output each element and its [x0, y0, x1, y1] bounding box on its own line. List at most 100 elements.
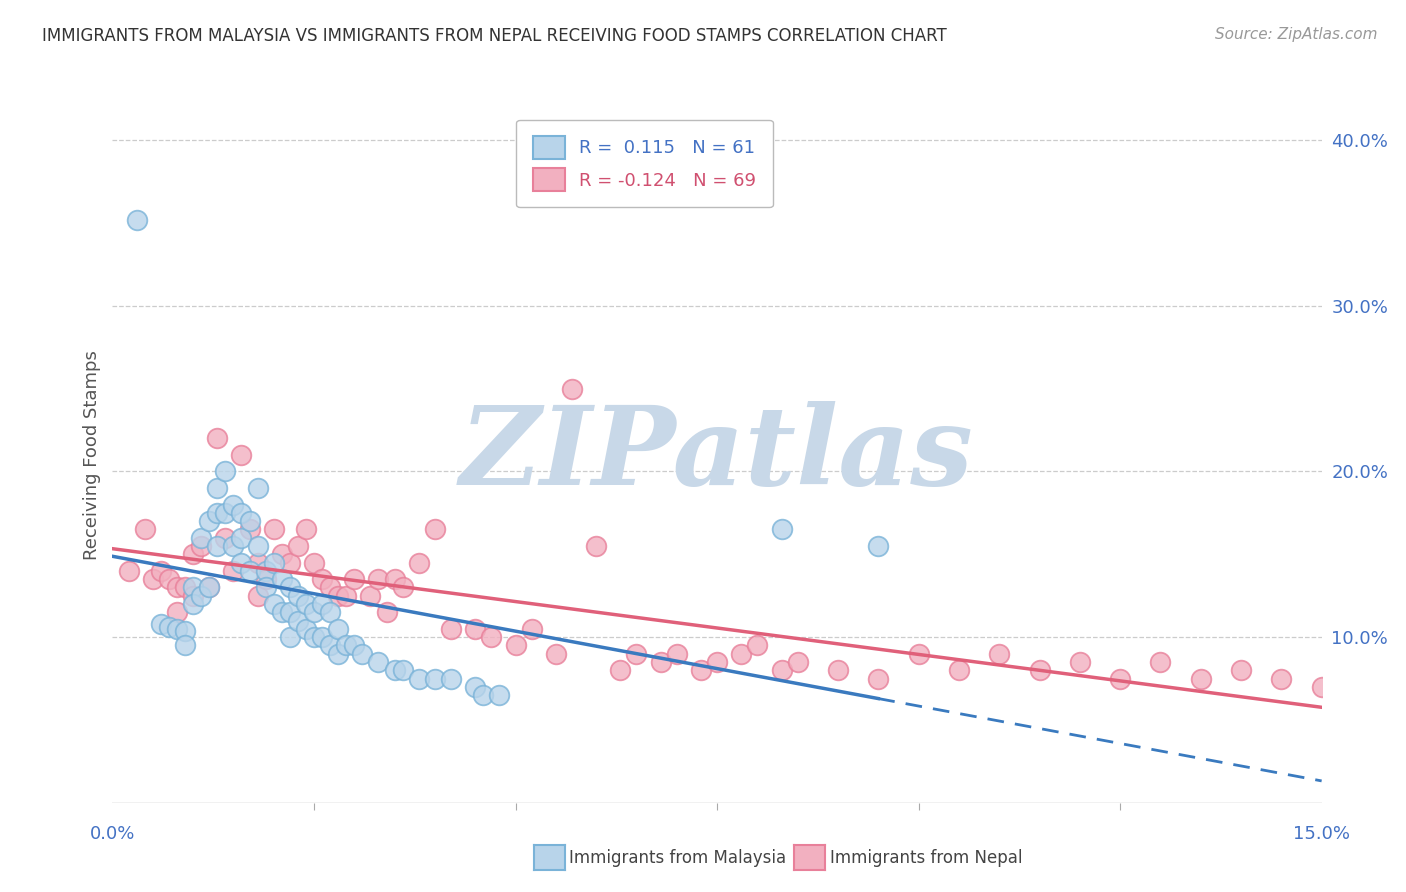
- Point: [287, 589, 309, 603]
- Point: [626, 647, 648, 661]
- Point: [157, 572, 180, 586]
- Point: [665, 647, 688, 661]
- Point: [311, 630, 333, 644]
- Point: [149, 564, 172, 578]
- Point: [222, 498, 245, 512]
- Point: [246, 589, 269, 603]
- Point: [907, 647, 929, 661]
- Point: [464, 680, 486, 694]
- Text: 15.0%: 15.0%: [1294, 825, 1350, 843]
- Point: [1069, 655, 1091, 669]
- Point: [238, 514, 260, 528]
- Point: [730, 647, 752, 661]
- Point: [254, 564, 277, 578]
- Point: [423, 523, 446, 537]
- Point: [222, 564, 245, 578]
- Point: [1230, 663, 1253, 677]
- Y-axis label: Receiving Food Stamps: Receiving Food Stamps: [83, 350, 101, 560]
- Point: [166, 622, 188, 636]
- Point: [706, 655, 728, 669]
- Point: [1028, 663, 1050, 677]
- Point: [328, 589, 350, 603]
- Point: [295, 622, 318, 636]
- Point: [207, 506, 229, 520]
- Point: [270, 572, 292, 586]
- Point: [207, 539, 229, 553]
- Point: [988, 647, 1011, 661]
- Point: [278, 581, 301, 595]
- Point: [166, 605, 188, 619]
- Point: [231, 531, 253, 545]
- Point: [278, 556, 301, 570]
- Point: [174, 581, 197, 595]
- Point: [408, 672, 430, 686]
- Point: [343, 572, 366, 586]
- Point: [440, 672, 463, 686]
- Point: [868, 672, 890, 686]
- Point: [328, 622, 350, 636]
- Text: IMMIGRANTS FROM MALAYSIA VS IMMIGRANTS FROM NEPAL RECEIVING FOOD STAMPS CORRELAT: IMMIGRANTS FROM MALAYSIA VS IMMIGRANTS F…: [42, 27, 946, 45]
- Point: [408, 556, 430, 570]
- Point: [238, 523, 260, 537]
- Point: [254, 581, 277, 595]
- Point: [166, 581, 188, 595]
- Point: [287, 614, 309, 628]
- Point: [319, 581, 342, 595]
- Point: [295, 523, 318, 537]
- Point: [440, 622, 463, 636]
- Point: [174, 624, 197, 638]
- Text: Source: ZipAtlas.com: Source: ZipAtlas.com: [1215, 27, 1378, 42]
- Text: 0.0%: 0.0%: [90, 825, 135, 843]
- Point: [302, 556, 325, 570]
- Point: [207, 431, 229, 445]
- Point: [190, 589, 212, 603]
- Point: [302, 605, 325, 619]
- Point: [1149, 655, 1171, 669]
- Point: [263, 523, 285, 537]
- Point: [391, 663, 413, 677]
- Point: [423, 672, 446, 686]
- Point: [319, 639, 342, 653]
- Point: [198, 581, 221, 595]
- Point: [278, 605, 301, 619]
- Point: [254, 572, 277, 586]
- Point: [335, 639, 357, 653]
- Point: [375, 605, 398, 619]
- Point: [770, 523, 793, 537]
- Point: [609, 663, 631, 677]
- Point: [786, 655, 808, 669]
- Point: [384, 663, 406, 677]
- Point: [367, 655, 389, 669]
- Point: [125, 212, 148, 227]
- Text: Immigrants from Nepal: Immigrants from Nepal: [830, 849, 1022, 867]
- Point: [464, 622, 486, 636]
- Point: [384, 572, 406, 586]
- Point: [311, 597, 333, 611]
- Point: [302, 630, 325, 644]
- Point: [1109, 672, 1132, 686]
- Point: [311, 572, 333, 586]
- Point: [117, 564, 139, 578]
- Point: [328, 647, 350, 661]
- Point: [359, 589, 381, 603]
- Point: [827, 663, 849, 677]
- Point: [263, 556, 285, 570]
- Point: [190, 531, 212, 545]
- Point: [174, 639, 197, 653]
- Point: [181, 589, 204, 603]
- Point: [181, 547, 204, 561]
- Point: [246, 556, 269, 570]
- Point: [231, 448, 253, 462]
- Point: [1189, 672, 1212, 686]
- Point: [181, 581, 204, 595]
- Text: Immigrants from Malaysia: Immigrants from Malaysia: [569, 849, 786, 867]
- Point: [295, 597, 318, 611]
- Point: [770, 663, 793, 677]
- Point: [134, 523, 156, 537]
- Point: [270, 605, 292, 619]
- Point: [263, 597, 285, 611]
- Point: [585, 539, 607, 553]
- Point: [544, 647, 567, 661]
- Point: [650, 655, 672, 669]
- Point: [1270, 672, 1292, 686]
